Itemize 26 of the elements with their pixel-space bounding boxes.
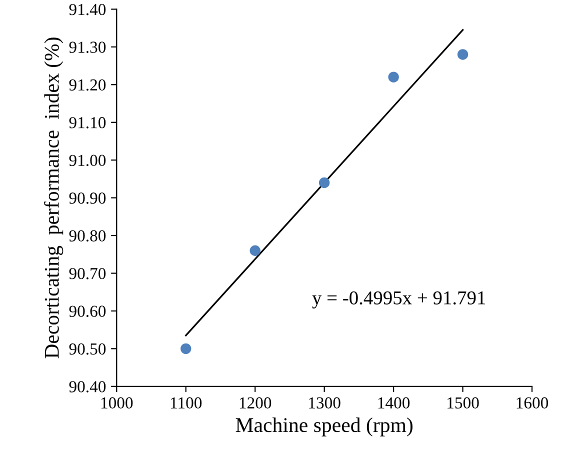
x-tick-label: 1100 [170, 397, 202, 409]
y-tick-label: 91.40 [69, 4, 106, 16]
point [388, 72, 399, 82]
y-tick-label: 90.90 [69, 192, 106, 204]
point [318, 177, 330, 188]
y-tick-label: 91.30 [69, 42, 106, 53]
x-tick-label: 1600 [516, 397, 548, 409]
y-axis-title: Decorticating performance index (%) [44, 38, 64, 358]
y-tick-label: 90.80 [69, 230, 106, 242]
point [250, 245, 260, 256]
y-tick-label: 91.00 [69, 154, 106, 166]
y-tick-label: 90.70 [69, 268, 106, 280]
point [457, 49, 468, 60]
y-tick-label: 91.10 [69, 117, 106, 128]
y-tick-label: 90.40 [69, 381, 106, 392]
point [180, 343, 192, 354]
x-tick-label: 1500 [448, 397, 479, 409]
y-tick-label: 91.20 [69, 79, 106, 91]
x-tick-label: 1200 [240, 397, 272, 409]
x-tick-label: 1300 [309, 397, 340, 409]
x-tick-label: 1400 [378, 397, 410, 409]
x-axis-title: Machine speed (rpm) [236, 417, 412, 436]
y-tick-label: 90.60 [69, 306, 106, 317]
annotation: y = -0.4995x + 91.791 [312, 291, 486, 308]
x-tick-label: 1000 [101, 397, 133, 409]
y-tick-label: 90.50 [69, 343, 106, 355]
